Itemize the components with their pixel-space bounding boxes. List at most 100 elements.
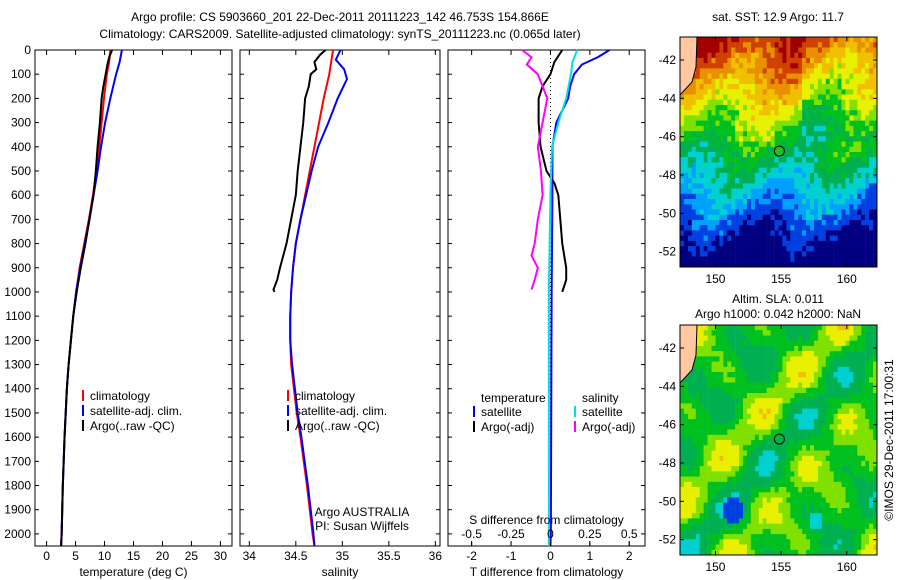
map-cell	[825, 481, 830, 488]
map-cell	[770, 518, 775, 524]
map-cell	[774, 256, 779, 262]
map-cell	[794, 220, 799, 226]
map-cell	[754, 240, 760, 247]
map-cell	[778, 172, 783, 179]
map-cell	[849, 141, 854, 147]
map-cell	[857, 345, 862, 352]
map-cell	[817, 68, 823, 74]
map-cell	[723, 42, 728, 48]
map-cell	[817, 445, 823, 451]
map-cell	[680, 487, 685, 493]
map-cell	[841, 235, 846, 242]
map-cell	[719, 508, 724, 514]
map-cell	[723, 361, 728, 368]
map-cell	[821, 52, 826, 59]
map-cell	[770, 214, 775, 221]
map-cell	[747, 136, 752, 142]
map-cell	[810, 63, 815, 69]
y-tick-label: 1500	[4, 406, 31, 420]
map-cell	[814, 340, 819, 347]
map-cell	[861, 445, 866, 451]
map-cell	[810, 193, 815, 200]
map-cell	[766, 429, 771, 435]
map-cell	[766, 115, 771, 121]
map-cell	[750, 193, 756, 200]
map-cell	[707, 351, 712, 357]
map-cell	[754, 518, 760, 524]
map-cell	[821, 99, 826, 106]
map-cell	[727, 429, 732, 435]
map-cell	[715, 235, 720, 242]
map-cell	[829, 146, 834, 153]
map-cell	[790, 89, 795, 95]
map-cell	[786, 330, 791, 336]
map-cell	[817, 387, 823, 394]
lat-tick-label: -44	[659, 379, 677, 393]
map-cell	[845, 325, 850, 331]
map-cell	[747, 37, 752, 43]
map-cell	[731, 460, 736, 467]
map-cell	[861, 105, 866, 111]
map-cell	[754, 455, 760, 462]
map-cell	[833, 240, 838, 247]
map-cell	[739, 157, 744, 163]
map-cell	[786, 429, 791, 435]
map-cell	[806, 534, 811, 540]
map-cell	[743, 424, 748, 430]
map-cell	[770, 487, 775, 493]
map-cell	[790, 214, 795, 221]
map-cell	[849, 528, 854, 535]
map-cell	[786, 188, 791, 195]
map-cell	[857, 42, 862, 48]
map-cell	[735, 261, 740, 268]
map-cell	[829, 534, 834, 540]
map-cell	[786, 162, 791, 168]
map-cell	[857, 476, 862, 483]
map-cell	[758, 57, 763, 64]
map-cell	[770, 413, 775, 420]
map-cell	[845, 105, 850, 111]
map-cell	[837, 372, 842, 378]
map-cell	[778, 199, 783, 205]
map-cell	[680, 220, 685, 226]
map-cell	[774, 366, 779, 373]
map-cell	[770, 246, 775, 252]
map-cell	[845, 518, 850, 524]
map-cell	[747, 508, 752, 514]
map-cell	[782, 84, 787, 90]
map-cell	[873, 78, 878, 85]
map-cell	[731, 157, 736, 163]
map-cell	[782, 366, 787, 373]
map-cell	[841, 398, 846, 404]
map-cell	[825, 172, 830, 179]
map-cell	[691, 193, 696, 200]
map-cell	[825, 47, 830, 53]
map-cell	[857, 193, 862, 200]
map-cell	[727, 476, 732, 483]
map-cell	[837, 131, 842, 137]
map-cell	[743, 125, 748, 132]
map-cell	[786, 120, 791, 127]
map-cell	[739, 115, 744, 121]
map-cell	[707, 518, 712, 524]
map-cell	[754, 178, 760, 184]
map-cell	[778, 42, 783, 48]
map-cell	[766, 204, 771, 210]
map-cell	[758, 131, 763, 137]
map-cell	[739, 162, 744, 168]
map-cell	[845, 497, 850, 503]
map-cell	[750, 356, 756, 362]
map-cell	[719, 387, 724, 394]
map-cell	[778, 209, 783, 215]
map-cell	[735, 419, 740, 425]
map-cell	[794, 199, 799, 205]
map-cell	[825, 52, 830, 59]
map-cell	[750, 528, 756, 535]
map-cell	[778, 487, 783, 493]
map-cell	[762, 162, 767, 168]
map-cell	[849, 356, 854, 362]
map-cell	[699, 330, 704, 336]
map-cell	[814, 89, 819, 95]
map-cell	[802, 340, 807, 347]
